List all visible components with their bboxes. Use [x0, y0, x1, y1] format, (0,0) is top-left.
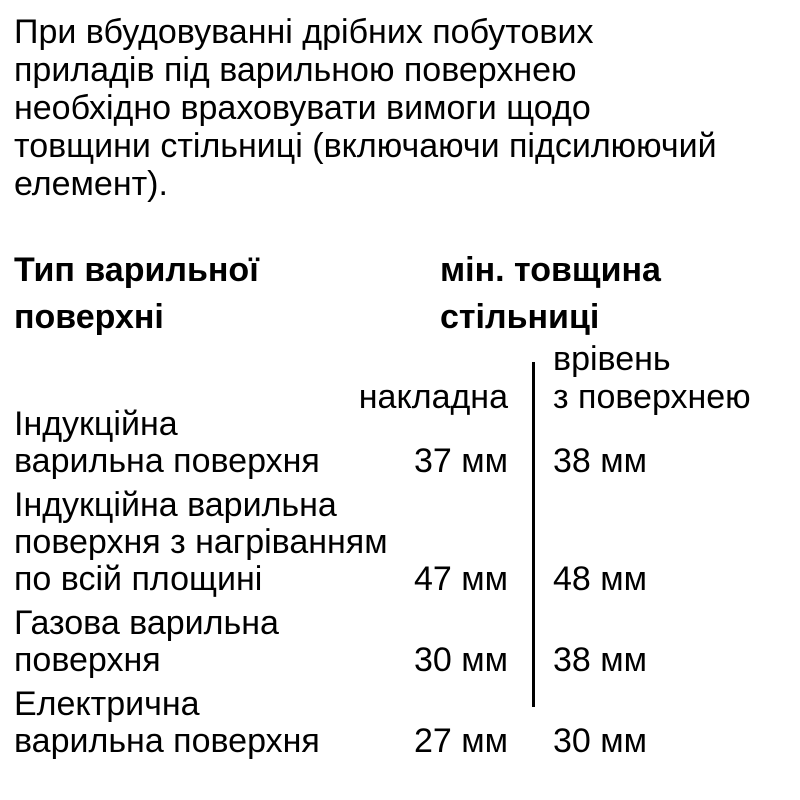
flush-thickness-value: 38 мм [553, 442, 648, 480]
table-row: Індукційна варильна поверхня з нагріванн… [14, 487, 786, 598]
row-type-label: Газова варильна поверхня [14, 604, 279, 679]
flush-thickness-value: 48 мм [553, 560, 648, 598]
column-divider-line [532, 362, 535, 707]
flush-thickness-value: 30 мм [553, 722, 648, 760]
row-type-label: Індукційна варильна поверхня з нагріванн… [14, 486, 388, 598]
overlay-thickness-value: 30 мм [413, 641, 508, 679]
intro-paragraph: При вбудовуванні дрібних побутових прила… [14, 13, 717, 203]
table-row: Газова варильна поверхня 30 мм 38 мм [14, 605, 786, 679]
table-header-hob-type: Тип варильної поверхні [14, 251, 259, 336]
overlay-thickness-value: 37 мм [413, 442, 508, 480]
subcolumn-overlay-label: накладна [358, 378, 508, 416]
table-rows: Індукційна варильна поверхня 37 мм 38 мм… [14, 406, 786, 767]
row-type-label: Індукційна варильна поверхня [14, 405, 320, 480]
table-row: Електрична варильна поверхня 27 мм 30 мм [14, 686, 786, 760]
overlay-thickness-value: 47 мм [413, 560, 508, 598]
table-header-min-thickness: мін. товщина стільниці [440, 251, 661, 336]
subcolumn-flush-label: врівень з поверхнею [553, 340, 751, 416]
table-row: Індукційна варильна поверхня 37 мм 38 мм [14, 406, 786, 480]
row-type-label: Електрична варильна поверхня [14, 685, 320, 760]
overlay-thickness-value: 27 мм [413, 722, 508, 760]
flush-thickness-value: 38 мм [553, 641, 648, 679]
